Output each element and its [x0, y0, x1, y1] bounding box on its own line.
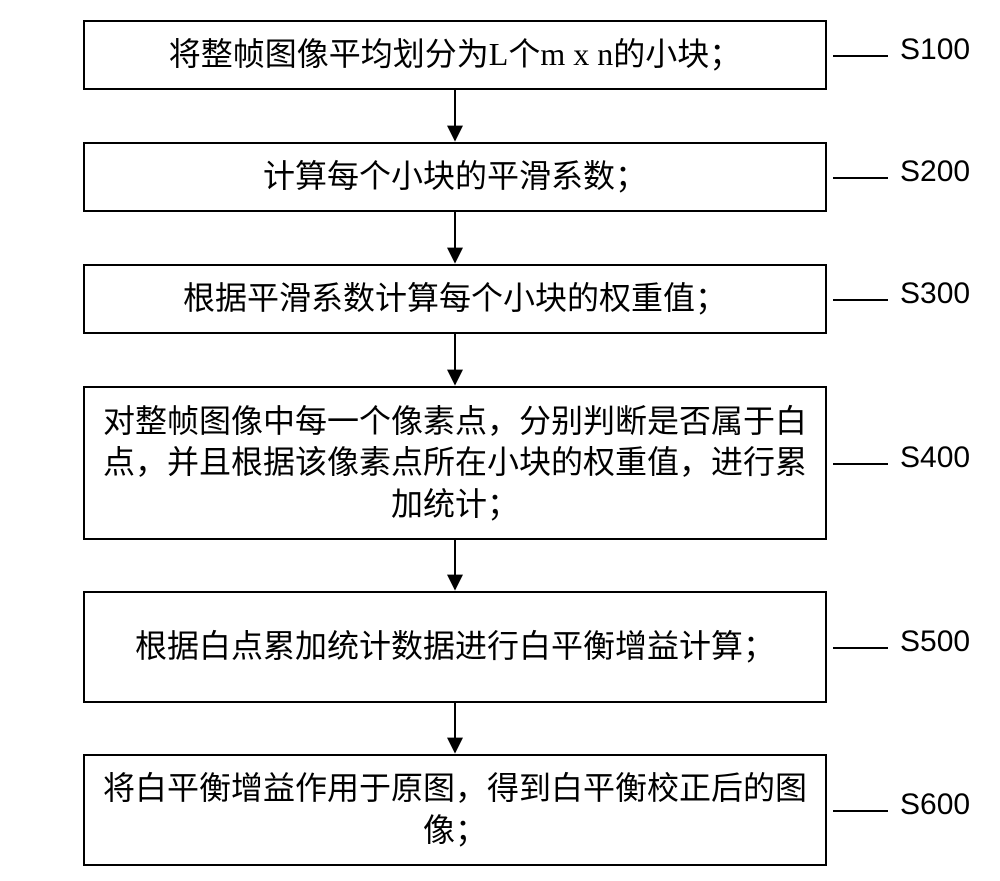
step-label-s100: S100	[900, 33, 970, 67]
flow-node-s500: 根据白点累加统计数据进行白平衡增益计算；	[83, 591, 827, 703]
step-label-s400: S400	[900, 441, 970, 475]
flow-node-s400-text: 对整帧图像中每一个像素点，分别判断是否属于白点，并且根据该像素点所在小块的权重值…	[95, 401, 815, 526]
flow-node-s500-text: 根据白点累加统计数据进行白平衡增益计算；	[135, 626, 775, 668]
flow-node-s400: 对整帧图像中每一个像素点，分别判断是否属于白点，并且根据该像素点所在小块的权重值…	[83, 386, 827, 540]
label-tick-s100	[833, 55, 888, 57]
flow-node-s200-text: 计算每个小块的平滑系数；	[263, 156, 647, 198]
flow-node-s200: 计算每个小块的平滑系数；	[83, 142, 827, 212]
flowchart-canvas: 将整帧图像平均划分为L个m x n的小块； S100 计算每个小块的平滑系数； …	[0, 0, 1000, 881]
label-tick-s500	[833, 647, 888, 649]
flow-node-s600: 将白平衡增益作用于原图，得到白平衡校正后的图像；	[83, 754, 827, 866]
flow-node-s300: 根据平滑系数计算每个小块的权重值；	[83, 264, 827, 334]
label-tick-s400	[833, 463, 888, 465]
flow-node-s600-text: 将白平衡增益作用于原图，得到白平衡校正后的图像；	[95, 768, 815, 851]
step-label-s200: S200	[900, 155, 970, 189]
step-label-s600: S600	[900, 788, 970, 822]
flow-node-s100-text: 将整帧图像平均划分为L个m x n的小块；	[169, 34, 741, 76]
step-label-s500: S500	[900, 625, 970, 659]
flow-node-s300-text: 根据平滑系数计算每个小块的权重值；	[183, 278, 727, 320]
step-label-s300: S300	[900, 277, 970, 311]
label-tick-s300	[833, 299, 888, 301]
label-tick-s200	[833, 177, 888, 179]
flow-node-s100: 将整帧图像平均划分为L个m x n的小块；	[83, 20, 827, 90]
label-tick-s600	[833, 810, 888, 812]
